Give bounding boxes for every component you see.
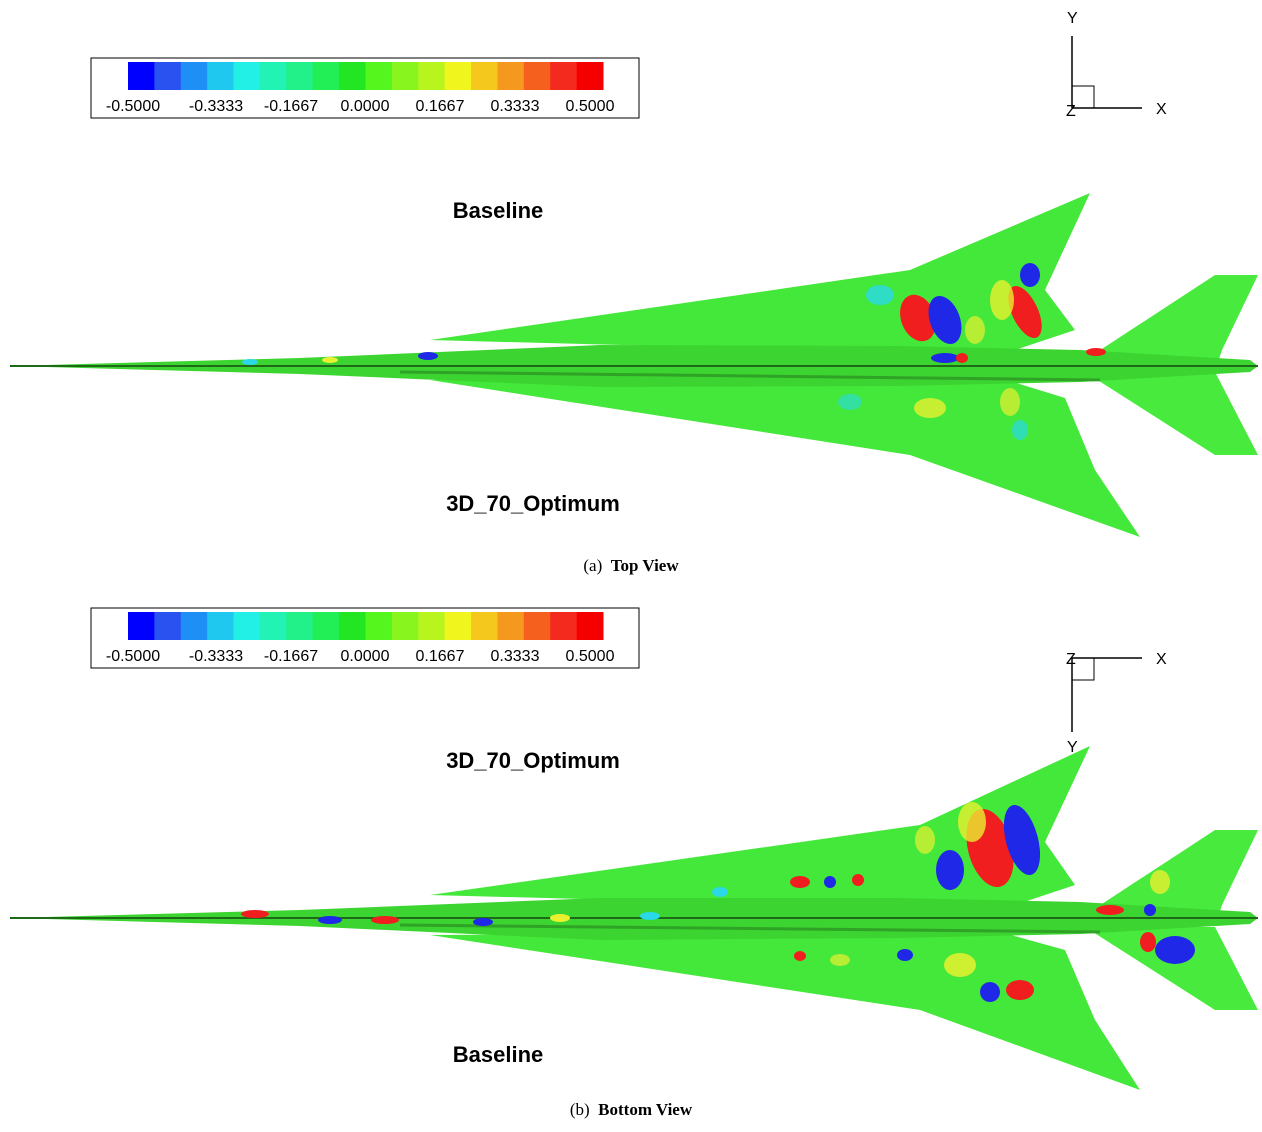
label-baseline: Baseline xyxy=(453,198,544,223)
colorbar-swatch xyxy=(286,62,314,90)
colorbar-swatch xyxy=(523,62,551,90)
axis-triad: Z X Y xyxy=(1066,651,1167,756)
colorbar-swatch xyxy=(418,62,446,90)
axis-z-label: Z xyxy=(1066,651,1076,668)
colorbar-swatch xyxy=(128,62,155,90)
wing-upper xyxy=(430,746,1090,910)
colorbar-swatch xyxy=(523,612,551,640)
colorbar-swatch xyxy=(471,62,498,90)
axis-z-label: Z xyxy=(1066,103,1076,120)
colorbar-tick: -0.5000 xyxy=(106,648,160,665)
caption-bottom-view: (b) Bottom View xyxy=(0,1100,1262,1120)
colorbar-swatch xyxy=(497,612,525,640)
colorbar-swatch xyxy=(339,62,366,90)
colorbar-swatch xyxy=(418,612,446,640)
colorbar-tick: -0.5000 xyxy=(106,98,160,115)
tail-upper xyxy=(1085,275,1258,362)
tail-upper xyxy=(1085,830,1258,917)
colorbar-tick: 0.1667 xyxy=(416,98,465,115)
colorbar-legend: -0.5000 -0.3333 -0.1667 0.0000 0.1667 0.… xyxy=(90,607,640,669)
colorbar-swatches xyxy=(128,62,604,90)
caption-letter: (a) xyxy=(583,556,603,575)
tail-lower xyxy=(1085,927,1258,1010)
colorbar-swatch xyxy=(444,612,472,640)
colorbar-tick: 0.3333 xyxy=(491,98,540,115)
colorbar-tick: -0.3333 xyxy=(189,648,243,665)
colorbar-swatch xyxy=(576,612,604,640)
colorbar-swatch xyxy=(312,612,340,640)
label-optimum: 3D_70_Optimum xyxy=(446,491,620,516)
colorbar-swatch xyxy=(312,62,340,90)
colorbar-swatch xyxy=(259,62,287,90)
colorbar-swatch xyxy=(497,62,525,90)
aircraft-bottom-view xyxy=(10,746,1258,1090)
colorbar-swatch xyxy=(444,62,472,90)
colorbar-swatch xyxy=(576,62,604,90)
caption-title: Top View xyxy=(610,556,679,575)
wing-lower xyxy=(430,378,1140,537)
top-view-figure: -0.5000 -0.3333 -0.1667 0.0000 0.1667 0.… xyxy=(10,10,1258,537)
axis-y-label: Y xyxy=(1067,10,1078,27)
colorbar-swatch xyxy=(180,62,208,90)
colorbar-swatch xyxy=(259,612,287,640)
label-optimum: 3D_70_Optimum xyxy=(446,748,620,773)
colorbar-tick: -0.3333 xyxy=(189,98,243,115)
bottom-view-figure: -0.5000 -0.3333 -0.1667 0.0000 0.1667 0.… xyxy=(10,607,1258,1090)
label-baseline: Baseline xyxy=(453,1042,544,1067)
colorbar-swatch xyxy=(365,62,393,90)
colorbar-tick: -0.1667 xyxy=(264,98,318,115)
colorbar-tick: 0.5000 xyxy=(566,98,615,115)
axis-x-label: X xyxy=(1156,651,1167,668)
colorbar-tick: 0.1667 xyxy=(416,648,465,665)
aircraft-top-view xyxy=(10,193,1258,537)
colorbar-swatch xyxy=(154,62,182,90)
colorbar-swatch xyxy=(207,62,235,90)
colorbar-swatch xyxy=(339,612,366,640)
colorbar-tick: 0.5000 xyxy=(566,648,615,665)
panel-bottom-view: -0.5000 -0.3333 -0.1667 0.0000 0.1667 0.… xyxy=(0,580,1262,1132)
colorbar-swatch xyxy=(391,62,419,90)
colorbar-swatch xyxy=(128,612,155,640)
caption-letter: (b) xyxy=(569,1100,590,1119)
caption-title: Bottom View xyxy=(598,1100,693,1119)
colorbar-swatch xyxy=(286,612,314,640)
colorbar-legend: -0.5000 -0.3333 -0.1667 0.0000 0.1667 0.… xyxy=(90,57,640,119)
colorbar-swatch xyxy=(207,612,235,640)
colorbar-tick: 0.0000 xyxy=(341,648,390,665)
colorbar-swatch xyxy=(471,612,498,640)
colorbar-swatch xyxy=(154,612,182,640)
caption-top-view: (a) Top View xyxy=(0,556,1262,576)
colorbar-tick: 0.0000 xyxy=(341,98,390,115)
colorbar-swatch xyxy=(233,62,261,90)
colorbar-swatch xyxy=(365,612,393,640)
colorbar-swatch xyxy=(550,62,578,90)
panel-top-view: -0.5000 -0.3333 -0.1667 0.0000 0.1667 0.… xyxy=(0,10,1262,576)
colorbar-swatch xyxy=(233,612,261,640)
tail-lower xyxy=(1085,372,1258,455)
colorbar-swatch xyxy=(180,612,208,640)
colorbar-tick: -0.1667 xyxy=(264,648,318,665)
axis-x-label: X xyxy=(1156,101,1167,118)
axis-triad: Y X Z xyxy=(1066,10,1167,120)
colorbar-tick: 0.3333 xyxy=(491,648,540,665)
axis-y-label: Y xyxy=(1067,739,1078,756)
colorbar-swatch xyxy=(391,612,419,640)
colorbar-swatch xyxy=(550,612,578,640)
colorbar-swatches xyxy=(128,612,604,640)
